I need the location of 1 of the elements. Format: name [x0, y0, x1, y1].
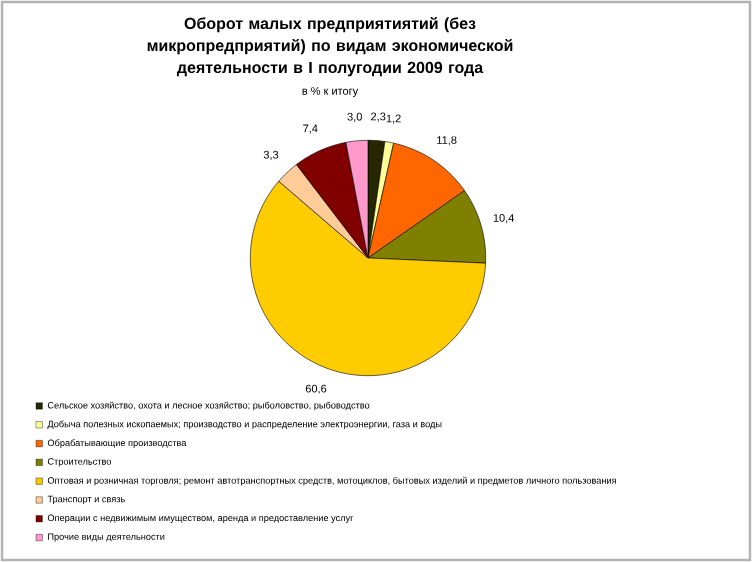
chart-title: Оборот малых предприятиятий (без микропредприятий) по видам экономической деятельности в I полугодии 2009 года: [147, 17, 513, 77]
